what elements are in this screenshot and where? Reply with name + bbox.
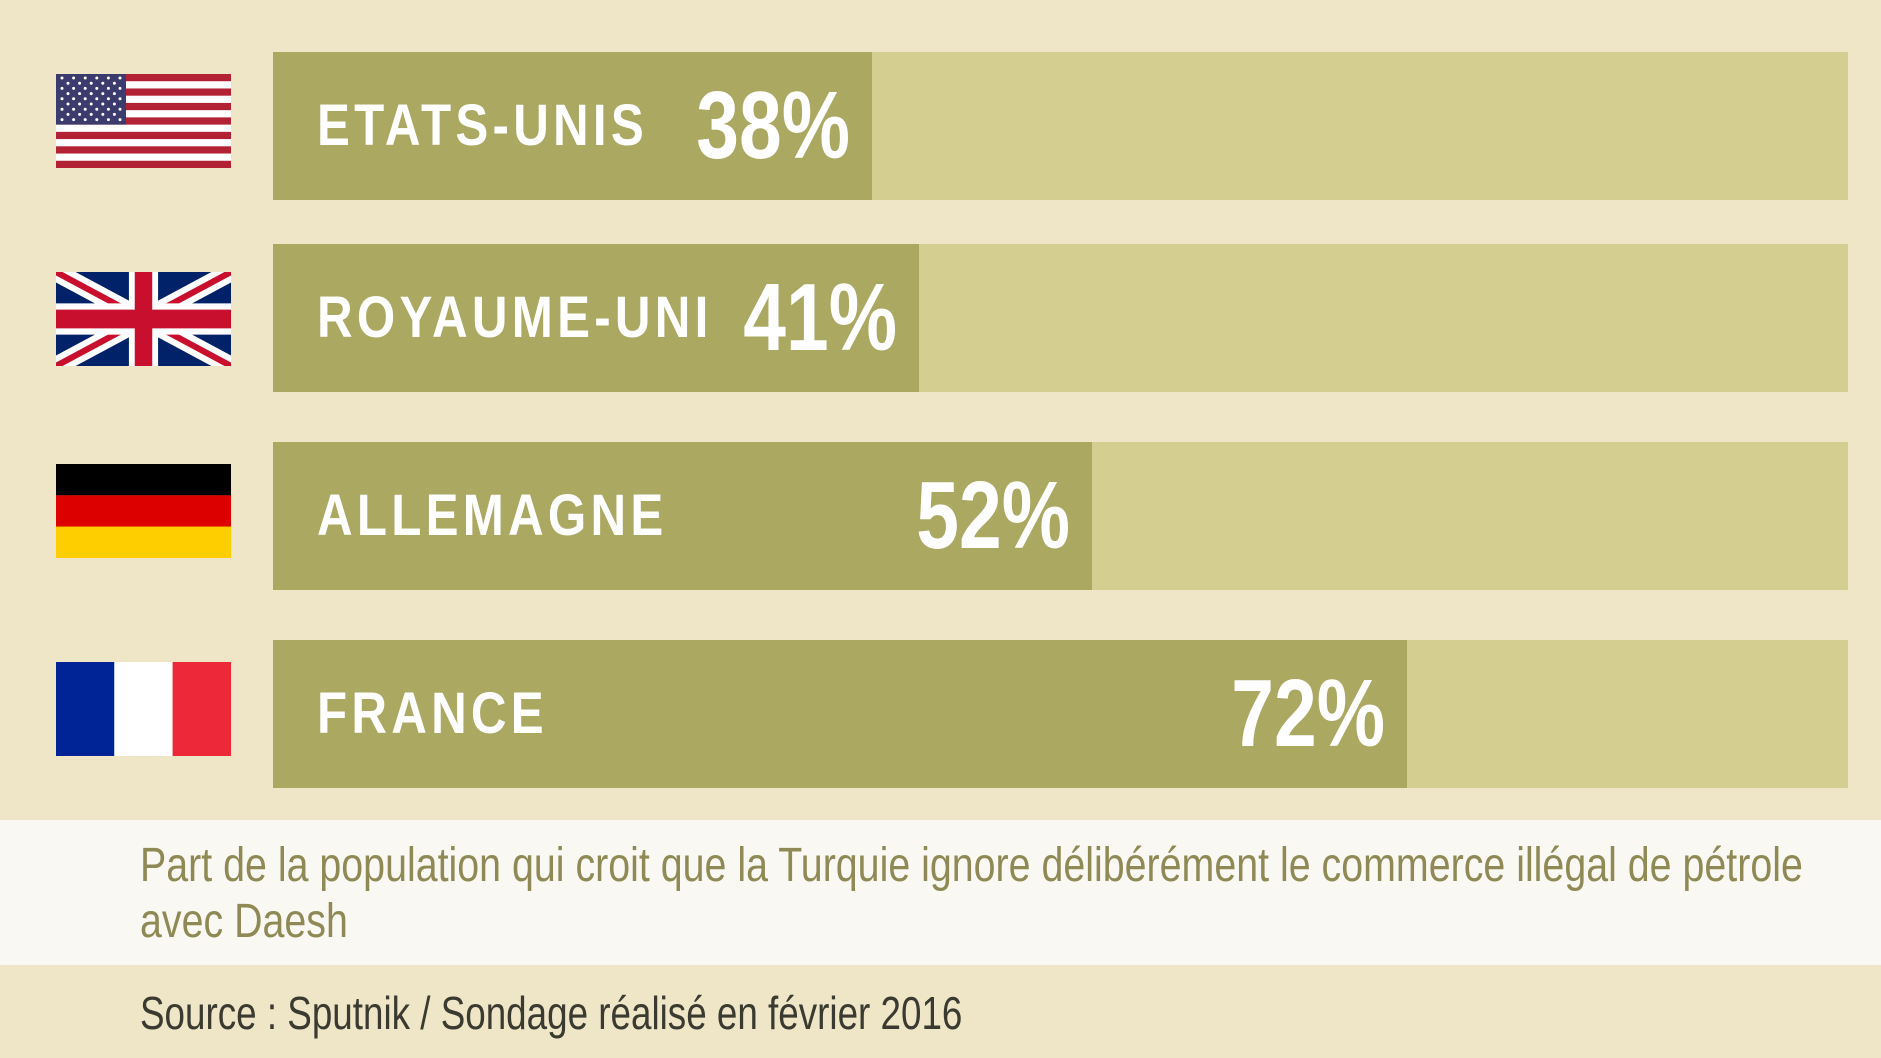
uk-flag-icon [52, 263, 235, 375]
bar-track: FRANCE 72% [273, 640, 1848, 788]
bar-track: ETATS-UNIS 38% [273, 52, 1848, 200]
category-label: ROYAUME-UNI [317, 285, 713, 350]
chart-caption: Part de la population qui croit que la T… [140, 839, 1803, 948]
bar-row: ROYAUME-UNI 41% [0, 244, 1881, 392]
bar [273, 640, 1407, 788]
bar [273, 244, 919, 392]
bar-chart: ETATS-UNIS 38% ROYAUME-UNI 41% ALLEMAGNE 52% F… [0, 52, 1881, 788]
bar-track: ROYAUME-UNI 41% [273, 244, 1848, 392]
bar-row: ETATS-UNIS 38% [0, 52, 1881, 200]
value-label: 52% [916, 462, 1070, 569]
us-flag-icon [56, 74, 231, 169]
bar-track: ALLEMAGNE 52% [273, 442, 1848, 590]
bar-row: ALLEMAGNE 52% [0, 442, 1881, 590]
category-label: ALLEMAGNE [317, 483, 668, 548]
germany-flag-icon [56, 464, 231, 558]
value-label: 38% [696, 72, 850, 179]
bar [273, 52, 872, 200]
value-label: 41% [743, 264, 897, 371]
france-flag-icon [56, 662, 231, 756]
caption-band: Part de la population qui croit que la T… [0, 820, 1881, 965]
source-note: Source : Sputnik / Sondage réalisé en fé… [140, 987, 963, 1039]
bar-row: FRANCE 72% [0, 640, 1881, 788]
value-label: 72% [1231, 660, 1385, 767]
bar [273, 442, 1092, 590]
category-label: ETATS-UNIS [317, 93, 648, 158]
category-label: FRANCE [317, 681, 548, 746]
